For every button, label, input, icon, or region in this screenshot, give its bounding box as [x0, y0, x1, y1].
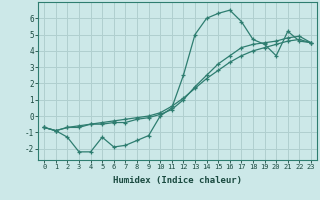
X-axis label: Humidex (Indice chaleur): Humidex (Indice chaleur): [113, 176, 242, 185]
